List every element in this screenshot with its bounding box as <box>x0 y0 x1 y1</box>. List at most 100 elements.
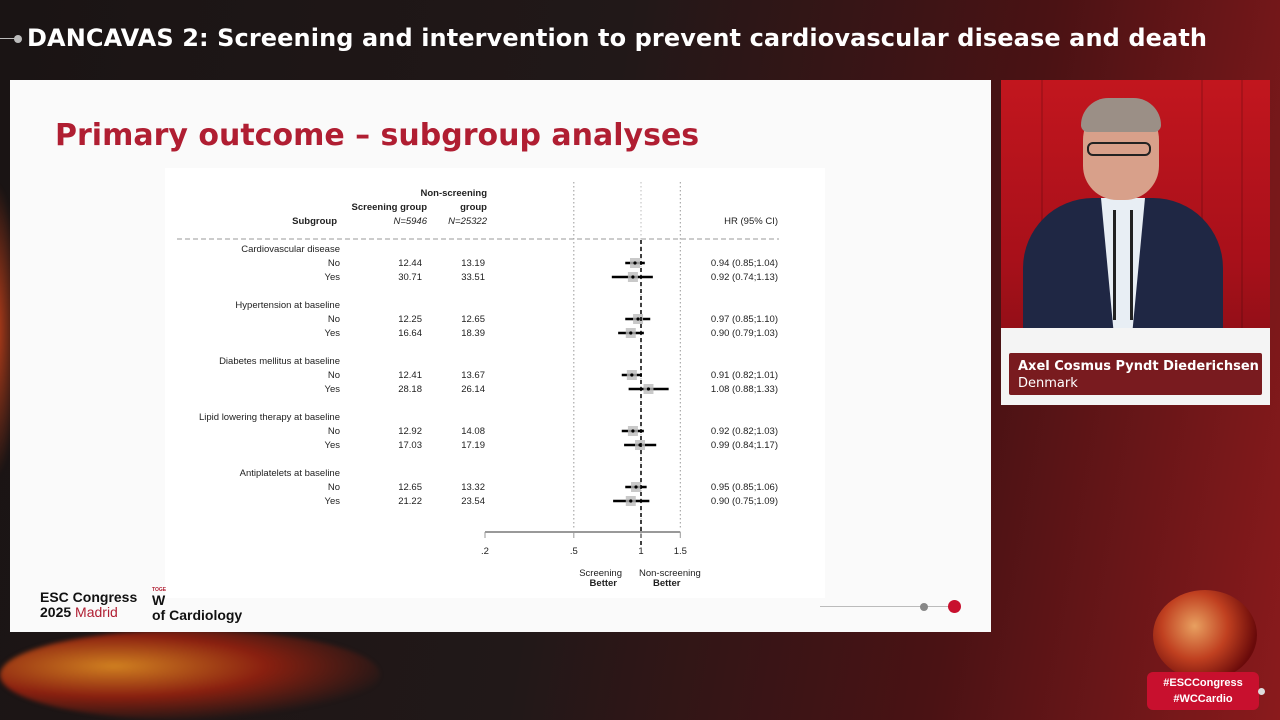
x-tick-label: 1 <box>638 546 643 557</box>
nonscreening-value: 23.54 <box>461 496 485 507</box>
forest-plot: Non-screening Screening group group Subgrou… <box>165 168 825 598</box>
screening-value: 12.65 <box>398 482 422 493</box>
row-label: Yes <box>325 328 341 339</box>
nonscreening-value: 13.67 <box>461 370 485 381</box>
logo-year: 2025 <box>40 604 72 620</box>
banner-line <box>0 38 16 39</box>
row-label: No <box>328 258 340 269</box>
x-label-screening-better: Better <box>590 578 618 589</box>
screening-value: 16.64 <box>398 328 422 339</box>
x-label-nonscreening-better: Better <box>653 578 681 589</box>
speaker-name: Axel Cosmus Pyndt Diederichsen <box>1018 359 1259 374</box>
nonscreening-value: 13.19 <box>461 258 485 269</box>
hr-ci-text: 0.97 (0.85;1.10) <box>711 314 778 325</box>
logo-line1: ESC Congress <box>40 589 138 605</box>
curtain-fold <box>1241 80 1243 330</box>
progress-current-dot <box>948 600 961 613</box>
slide-title: Primary outcome – subgroup analyses <box>55 118 700 153</box>
logo-city: Madrid <box>75 604 118 620</box>
hr-ci-text: 0.99 (0.84;1.17) <box>711 440 778 451</box>
hr-point <box>629 331 633 335</box>
nonscreening-value: 14.08 <box>461 426 485 437</box>
presentation-slide: Primary outcome – subgroup analyses Non-… <box>10 80 991 632</box>
header-screening-n: N=5946 <box>393 216 427 227</box>
header-screening: Screening group <box>352 202 428 213</box>
group-label: Hypertension at baseline <box>235 300 340 311</box>
slide-progress <box>820 600 961 614</box>
hr-ci-text: 0.94 (0.85;1.04) <box>711 258 778 269</box>
speaker-country: Denmark <box>1018 376 1078 391</box>
speaker-glasses <box>1087 142 1151 156</box>
screening-value: 21.22 <box>398 496 422 507</box>
hr-ci-text: 0.92 (0.74;1.13) <box>711 272 778 283</box>
row-label: No <box>328 426 340 437</box>
screening-value: 28.18 <box>398 384 422 395</box>
logo-world: W <box>152 592 166 608</box>
forest-plot-svg: Non-screening Screening group group Subgrou… <box>177 182 779 589</box>
hr-point <box>631 275 635 279</box>
header-subgroup: Subgroup <box>292 216 337 227</box>
x-tick-label: 1.5 <box>674 546 687 557</box>
logo-cardiology: of Cardiology <box>152 607 243 623</box>
progress-track <box>820 606 960 607</box>
x-label-screening: Screening <box>579 568 622 579</box>
group-label: Antiplatelets at baseline <box>240 468 340 479</box>
x-label-nonscreening: Non-screening <box>639 568 701 579</box>
curtain-fold <box>1201 80 1203 330</box>
background-glow <box>0 630 380 720</box>
hr-point <box>630 373 634 377</box>
hr-ci-text: 1.08 (0.88;1.33) <box>711 384 778 395</box>
logo-tiny-text: TOGE <box>152 587 167 593</box>
hashtag-wc: #WCCardio <box>1173 693 1233 705</box>
hr-point <box>633 261 637 265</box>
header-nonscreening: Non-screening <box>420 188 487 199</box>
hr-point <box>631 429 635 433</box>
x-tick-label: .5 <box>570 546 578 557</box>
nonscreening-value: 33.51 <box>461 272 485 283</box>
hr-ci-text: 0.90 (0.79;1.03) <box>711 328 778 339</box>
hashtag-dot <box>1258 688 1265 695</box>
hr-ci-text: 0.90 (0.75;1.09) <box>711 496 778 507</box>
speaker-nameplate: Axel Cosmus Pyndt Diederichsen Denmark <box>1009 353 1262 395</box>
title-banner: DANCAVAS 2: Screening and intervention t… <box>0 22 1280 56</box>
screening-value: 12.25 <box>398 314 422 325</box>
congress-globe-logo <box>1153 590 1257 680</box>
row-label: Yes <box>325 384 341 395</box>
hr-ci-text: 0.91 (0.82;1.01) <box>711 370 778 381</box>
hashtag-esc: #ESCCongress <box>1163 677 1243 689</box>
speaker-hair <box>1081 98 1161 132</box>
screening-value: 12.92 <box>398 426 422 437</box>
header-hr: HR (95% CI) <box>724 216 778 227</box>
nonscreening-value: 26.14 <box>461 384 485 395</box>
hashtag-badge: #ESCCongress #WCCardio <box>1147 672 1265 710</box>
row-label: No <box>328 370 340 381</box>
nonscreening-value: 18.39 <box>461 328 485 339</box>
group-label: Diabetes mellitus at baseline <box>219 356 340 367</box>
screening-value: 12.41 <box>398 370 422 381</box>
x-tick-label: .2 <box>481 546 489 557</box>
hr-point <box>634 485 638 489</box>
row-label: No <box>328 314 340 325</box>
progress-dot <box>920 603 928 611</box>
screening-value: 12.44 <box>398 258 422 269</box>
header-nonscreening-group: group <box>460 202 487 213</box>
nonscreening-value: 17.19 <box>461 440 485 451</box>
hr-point <box>636 317 640 321</box>
esc-congress-logo: ESC Congress 2025 Madrid <box>40 590 137 620</box>
header-nonscreening-n: N=25322 <box>448 216 488 227</box>
row-label: Yes <box>325 496 341 507</box>
screening-value: 17.03 <box>398 440 422 451</box>
speaker-lanyard <box>1113 210 1133 320</box>
row-label: Yes <box>325 272 341 283</box>
group-label: Lipid lowering therapy at baseline <box>199 412 340 423</box>
nonscreening-value: 13.32 <box>461 482 485 493</box>
hr-point <box>646 387 651 391</box>
row-label: Yes <box>325 440 341 451</box>
curtain-fold <box>1041 80 1043 330</box>
banner-title: DANCAVAS 2: Screening and intervention t… <box>27 24 1208 52</box>
hr-ci-text: 0.92 (0.82;1.03) <box>711 426 778 437</box>
hr-point <box>629 499 633 503</box>
group-label: Cardiovascular disease <box>241 244 340 255</box>
hr-ci-text: 0.95 (0.85;1.06) <box>711 482 778 493</box>
screening-value: 30.71 <box>398 272 422 283</box>
